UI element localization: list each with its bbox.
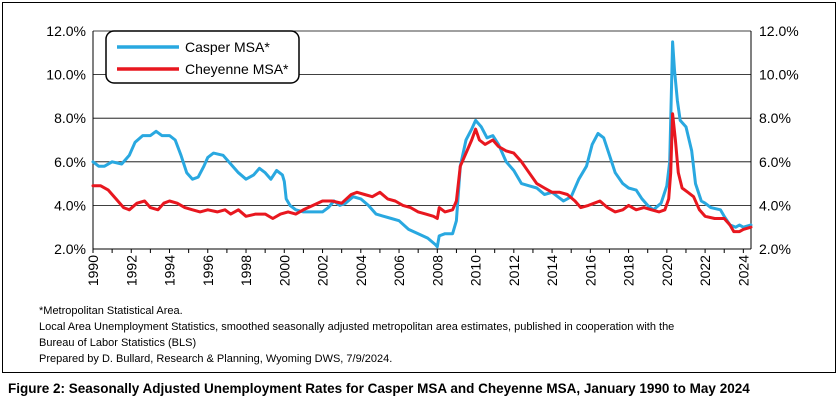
x-tick-label: 1996 (200, 255, 216, 286)
x-tick-label: 2008 (429, 255, 445, 286)
y-tick-label-left: 12.0% (46, 23, 86, 39)
x-tick-label: 2010 (468, 255, 484, 286)
x-tick-label: 2020 (659, 255, 675, 286)
y-tick-label-left: 8.0% (54, 110, 86, 126)
footnote-line: *Metropolitan Statistical Area. (39, 305, 183, 317)
footnote-line: Local Area Unemployment Statistics, smoo… (39, 321, 675, 333)
axes: 2.0% 2.0% 4.0% 4.0% 6.0% 6.0% 8.0% 8.0% 10.0% 10.… (46, 23, 798, 286)
x-tick-label: 2000 (276, 255, 292, 286)
x-tick-label: 1992 (123, 255, 139, 286)
x-tick-label: 2004 (353, 255, 369, 286)
x-tick-label: 2024 (735, 255, 751, 286)
y-tick-label-right: 12.0% (759, 23, 799, 39)
y-tick-label-left: 10.0% (46, 67, 86, 83)
line-chart: 2.0% 2.0% 4.0% 4.0% 6.0% 6.0% 8.0% 8.0% 10.0% 10.… (46, 23, 798, 286)
x-tick-label: 2002 (315, 255, 331, 286)
x-tick-label: 2006 (391, 255, 407, 286)
x-tick-label: 1998 (238, 255, 254, 286)
footnote-line: Prepared by D. Bullard, Research & Plann… (39, 353, 393, 365)
x-tick-label: 2022 (697, 255, 713, 286)
x-tick-label: 2016 (582, 255, 598, 286)
y-tick-label-right: 10.0% (759, 67, 799, 83)
series-line-cheyenne (91, 112, 753, 234)
legend: Casper MSA* Cheyenne MSA* (105, 30, 300, 84)
legend-label-cheyenne: Cheyenne MSA* (185, 61, 289, 77)
y-tick-label-left: 2.0% (54, 241, 86, 257)
y-tick-label-right: 2.0% (759, 241, 791, 257)
x-tick-label: 1994 (162, 255, 178, 286)
y-tick-label-right: 8.0% (759, 110, 791, 126)
y-tick-label-left: 4.0% (54, 197, 86, 213)
series-lines (91, 40, 753, 249)
y-tick-label-right: 4.0% (759, 197, 791, 213)
legend-label-casper: Casper MSA* (185, 39, 270, 55)
series-line-casper (91, 40, 753, 249)
x-tick-label: 2018 (621, 255, 637, 286)
footnote-line: Bureau of Labor Statistics (BLS) (39, 337, 197, 349)
y-tick-label-right: 6.0% (759, 154, 791, 170)
y-tick-label-left: 6.0% (54, 154, 86, 170)
x-tick-label: 2014 (544, 255, 560, 286)
figure-caption: Figure 2: Seasonally Adjusted Unemployme… (8, 381, 750, 396)
x-tick-label: 2012 (506, 255, 522, 286)
x-tick-label: 1990 (85, 255, 101, 286)
footnotes: *Metropolitan Statistical Area. Local Ar… (39, 303, 819, 367)
chart-frame: 2.0% 2.0% 4.0% 4.0% 6.0% 6.0% 8.0% 8.0% 10.0% 10.… (2, 2, 836, 373)
